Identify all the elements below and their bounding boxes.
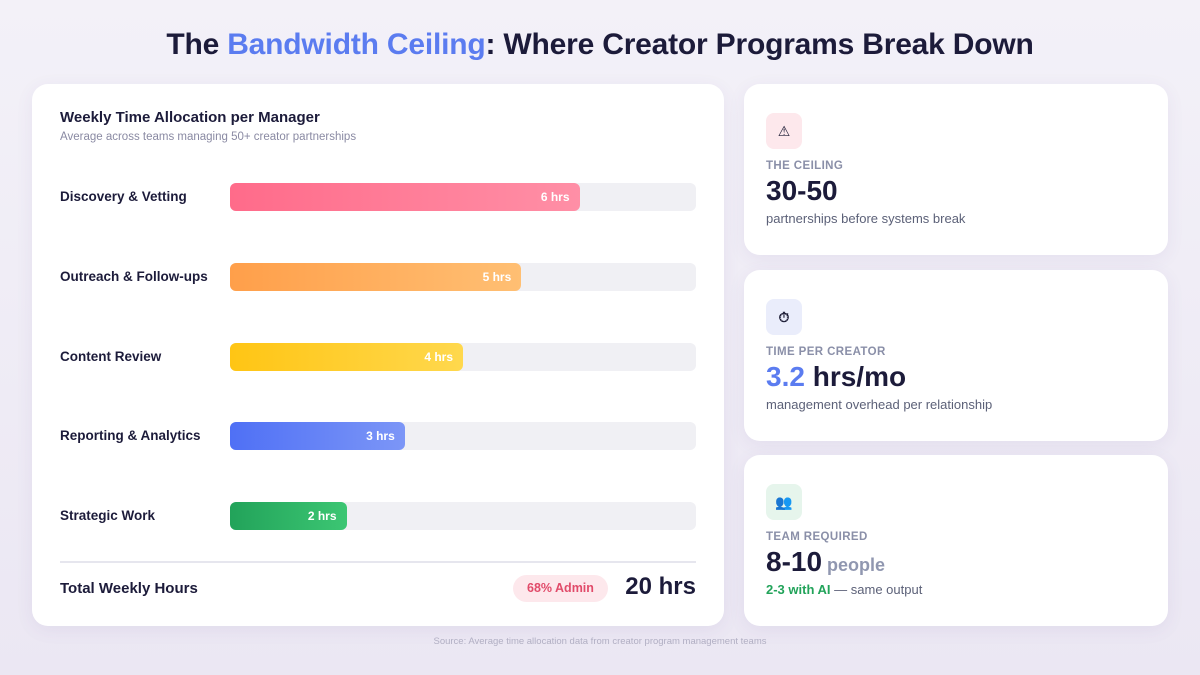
- bar: 6 hrs: [230, 183, 580, 211]
- bar-row: Reporting & Analytics 3 hrs: [60, 422, 696, 451]
- stat-description-rest: — same output: [830, 582, 923, 597]
- bar: 4 hrs: [230, 342, 463, 371]
- stat-description: partnerships before systems break: [766, 211, 966, 226]
- stat-card-team-required: 👥 TEAM REQUIRED 8-10 people 2-3 with AI …: [744, 455, 1168, 626]
- stat-card-time-per-creator: ⏱ TIME PER CREATOR 3.2 hrs/mo management…: [744, 270, 1168, 441]
- stat-value-number: 3.2: [766, 361, 805, 392]
- stat-value-unit: people: [822, 555, 886, 575]
- source-note: Source: Average time allocation data fro…: [433, 636, 767, 647]
- title-highlight: Bandwidth Ceiling: [227, 28, 486, 61]
- stat-label: THE CEILING: [766, 160, 844, 172]
- page-title: The Bandwidth Ceiling: Where Creator Pro…: [0, 28, 1200, 62]
- admin-badge: 68% Admin: [513, 575, 608, 602]
- bar-category-label: Reporting & Analytics: [60, 428, 201, 444]
- stat-label: TEAM REQUIRED: [766, 531, 868, 543]
- bar-row: Content Review 4 hrs: [60, 342, 696, 371]
- stat-description: 2-3 with AI — same output: [766, 582, 922, 597]
- chart-subtitle: Average across teams managing 50+ creato…: [60, 131, 357, 143]
- stat-description-highlight: 2-3 with AI: [766, 582, 831, 597]
- stat-value-unit: hrs/mo: [804, 361, 907, 392]
- stat-value: 3.2 hrs/mo: [766, 361, 906, 393]
- bar-track: 4 hrs: [230, 342, 696, 371]
- bar-row: Discovery & Vetting 6 hrs: [60, 183, 696, 211]
- stat-value: 30-50: [766, 175, 838, 206]
- warning-icon: ⚠: [766, 113, 802, 149]
- stat-card-ceiling: ⚠ THE CEILING 30-50 partnerships before …: [744, 84, 1168, 255]
- divider: [60, 561, 696, 563]
- bar-row: Strategic Work 2 hrs: [60, 502, 696, 530]
- bar-value-label: 2 hrs: [307, 509, 337, 523]
- bar-category-label: Strategic Work: [60, 508, 156, 523]
- bar-category-label: Outreach & Follow-ups: [60, 268, 208, 284]
- title-prefix: The: [166, 28, 228, 61]
- bar-category-label: Discovery & Vetting: [60, 189, 187, 204]
- bar-value-label: 6 hrs: [540, 190, 570, 204]
- people-icon: 👥: [766, 484, 802, 520]
- bar-track: 5 hrs: [230, 262, 696, 291]
- stat-value-number: 8-10: [766, 546, 823, 577]
- bar-category-label: Content Review: [60, 348, 162, 364]
- bar-track: 3 hrs: [230, 422, 696, 451]
- bar: 3 hrs: [230, 422, 405, 451]
- bar-value-label: 3 hrs: [366, 429, 395, 444]
- total-label: Total Weekly Hours: [60, 580, 198, 597]
- bar-track: 6 hrs: [230, 183, 696, 211]
- stopwatch-icon: ⏱: [766, 299, 802, 335]
- bar: 5 hrs: [230, 262, 522, 291]
- bar: 2 hrs: [230, 502, 347, 530]
- bar-row: Outreach & Follow-ups 5 hrs: [60, 262, 696, 291]
- bar-track: 2 hrs: [230, 502, 696, 530]
- stat-value: 8-10 people: [766, 546, 885, 578]
- stat-description: management overhead per relationship: [766, 397, 993, 412]
- chart-title: Weekly Time Allocation per Manager: [60, 109, 320, 126]
- total-value: 20 hrs: [625, 573, 696, 600]
- bar-value-label: 5 hrs: [482, 269, 512, 284]
- time-allocation-card: Weekly Time Allocation per Manager Avera…: [32, 84, 724, 626]
- stat-label: TIME PER CREATOR: [766, 346, 886, 358]
- title-suffix: : Where Creator Programs Break Down: [485, 28, 1034, 61]
- bar-value-label: 4 hrs: [424, 349, 453, 364]
